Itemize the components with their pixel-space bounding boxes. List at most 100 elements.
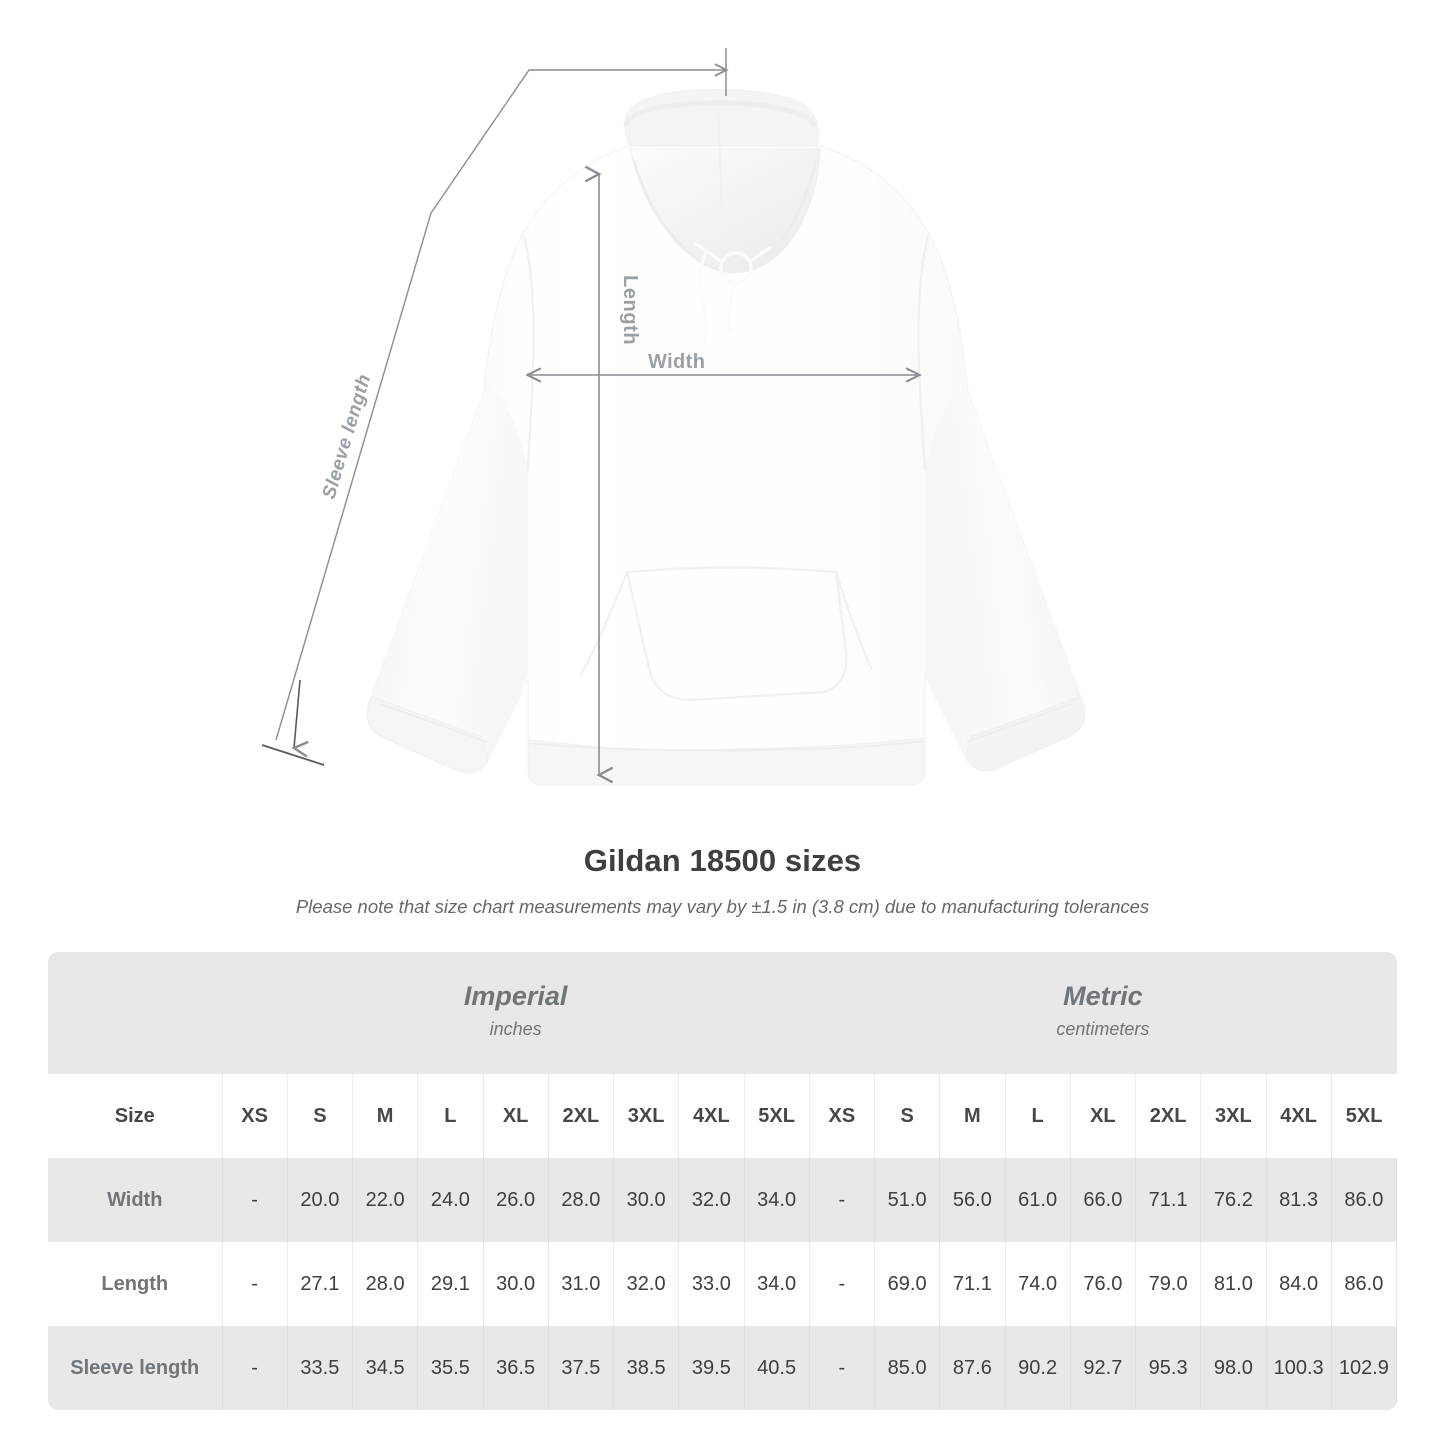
cell: 92.7	[1070, 1326, 1137, 1410]
cell: 30.0	[613, 1158, 680, 1242]
cell: 22.0	[352, 1158, 419, 1242]
cell: 79.0	[1135, 1242, 1202, 1326]
cell: 100.3	[1266, 1326, 1332, 1410]
cell: 38.5	[613, 1326, 680, 1410]
cell: -	[222, 1326, 288, 1410]
sleeve-bottom-arrow	[291, 679, 309, 758]
size-header-row: Size XS S M L XL 2XL 3XL 4XL 5XL XS S M …	[48, 1074, 1397, 1158]
sleeve-length-label: Sleeve length	[319, 372, 376, 502]
cell: 37.5	[548, 1326, 615, 1410]
cell: 98.0	[1200, 1326, 1267, 1410]
width-label: Width	[648, 351, 705, 373]
size-header-metric-7: 4XL	[1266, 1074, 1332, 1158]
size-header-imperial-4: XL	[483, 1074, 549, 1158]
imperial-banner: Imperial inches	[222, 952, 810, 1074]
size-header-imperial-8: 5XL	[744, 1074, 810, 1158]
cell: 35.5	[417, 1326, 484, 1410]
size-table-container: Imperial inches Metric centimeters Size …	[48, 952, 1397, 1410]
cell: 74.0	[1005, 1242, 1071, 1326]
cell: 32.0	[613, 1242, 680, 1326]
cell: 34.5	[352, 1326, 419, 1410]
cell: 34.0	[744, 1242, 810, 1326]
size-header-metric-3: L	[1005, 1074, 1071, 1158]
cell: 31.0	[548, 1242, 615, 1326]
size-header-metric-5: 2XL	[1135, 1074, 1202, 1158]
unit-banner-row: Imperial inches Metric centimeters	[48, 952, 1397, 1074]
size-header-imperial-6: 3XL	[613, 1074, 680, 1158]
cell: 33.0	[678, 1242, 745, 1326]
unit-banner-spacer	[48, 952, 222, 1074]
cell: 28.0	[352, 1242, 419, 1326]
sleeve-bottom-tick	[261, 744, 325, 766]
cell: 81.0	[1200, 1242, 1267, 1326]
page-title: Gildan 18500 sizes	[583, 843, 862, 878]
cell: 69.0	[874, 1242, 941, 1326]
cell: 85.0	[874, 1326, 941, 1410]
cell: 29.1	[417, 1242, 484, 1326]
cell: 33.5	[287, 1326, 354, 1410]
metric-sub: centimeters	[1056, 1019, 1150, 1039]
row-label: Width	[48, 1158, 223, 1242]
cell: 36.5	[483, 1326, 549, 1410]
table-row: Length - 27.1 28.0 29.1 30.0 31.0 32.0 3…	[48, 1242, 1397, 1326]
cell: 95.3	[1135, 1326, 1202, 1410]
hoodie-garment	[366, 89, 1086, 786]
cell: 26.0	[483, 1158, 549, 1242]
size-header-imperial-2: M	[352, 1074, 419, 1158]
size-chart-table: Imperial inches Metric centimeters Size …	[48, 952, 1397, 1410]
size-header-imperial-5: 2XL	[548, 1074, 615, 1158]
cell: 84.0	[1266, 1242, 1332, 1326]
size-header-metric-4: XL	[1070, 1074, 1137, 1158]
cell: 66.0	[1070, 1158, 1137, 1242]
chart-title-block: Gildan 18500 sizes Please note that size…	[0, 840, 1445, 922]
cell: 20.0	[287, 1158, 354, 1242]
cell: 40.5	[744, 1326, 810, 1410]
cell: 61.0	[1005, 1158, 1071, 1242]
cell: 27.1	[287, 1242, 354, 1326]
cell: -	[809, 1158, 876, 1242]
size-header-imperial-0: XS	[222, 1074, 288, 1158]
length-label: Length	[619, 275, 641, 345]
cell: 30.0	[483, 1242, 549, 1326]
row-label: Sleeve length	[48, 1326, 223, 1410]
dimension-lines	[261, 48, 919, 784]
metric-name: Metric	[1063, 981, 1143, 1011]
cell: 76.2	[1200, 1158, 1267, 1242]
size-header-imperial-1: S	[287, 1074, 354, 1158]
cell: 87.6	[939, 1326, 1006, 1410]
row-label: Length	[48, 1242, 223, 1326]
cell: 32.0	[678, 1158, 745, 1242]
cell: -	[222, 1158, 288, 1242]
sleeve-leader-line	[275, 69, 716, 741]
cell: 71.1	[939, 1242, 1006, 1326]
cell: 39.5	[678, 1326, 745, 1410]
cell: 28.0	[548, 1158, 615, 1242]
cell: 71.1	[1135, 1158, 1202, 1242]
garment-diagram: Length Width Sleeve length	[261, 48, 1086, 786]
size-header-metric-2: M	[939, 1074, 1006, 1158]
table-row: Sleeve length - 33.5 34.5 35.5 36.5 37.5…	[48, 1326, 1397, 1410]
cell: 51.0	[874, 1158, 941, 1242]
cell: 34.0	[744, 1158, 810, 1242]
size-header-imperial-3: L	[417, 1074, 484, 1158]
cell: 90.2	[1005, 1326, 1071, 1410]
cell: 76.0	[1070, 1242, 1137, 1326]
imperial-name: Imperial	[463, 981, 568, 1011]
cell: 56.0	[939, 1158, 1006, 1242]
size-header-metric-8: 5XL	[1331, 1074, 1397, 1158]
size-header-metric-0: XS	[809, 1074, 876, 1158]
imperial-sub: inches	[489, 1019, 542, 1039]
cell: 24.0	[417, 1158, 484, 1242]
size-header-imperial-7: 4XL	[678, 1074, 745, 1158]
metric-banner: Metric centimeters	[809, 952, 1397, 1074]
cell: -	[809, 1326, 876, 1410]
cell: 81.3	[1266, 1158, 1332, 1242]
size-header-metric-6: 3XL	[1200, 1074, 1267, 1158]
cell: 86.0	[1331, 1158, 1397, 1242]
tolerance-note: Please note that size chart measurements…	[295, 896, 1150, 917]
cell: 86.0	[1331, 1242, 1397, 1326]
size-header-label: Size	[48, 1074, 223, 1158]
table-row: Width - 20.0 22.0 24.0 26.0 28.0 30.0 32…	[48, 1158, 1397, 1242]
cell: -	[222, 1242, 288, 1326]
